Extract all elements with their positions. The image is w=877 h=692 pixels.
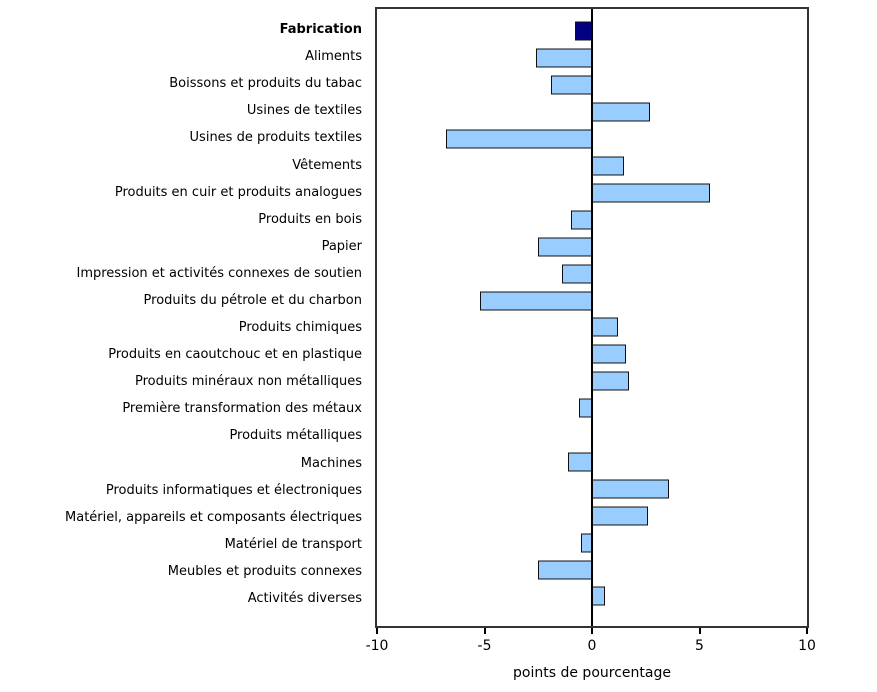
- bar-positive: [592, 102, 651, 122]
- bar-positive: [592, 506, 648, 526]
- category-label: Activités diverses: [247, 591, 362, 607]
- bar-positive: [592, 371, 629, 391]
- bar-positive: [592, 479, 670, 499]
- bar-negative: [551, 75, 592, 95]
- category-label: Aliments: [305, 49, 362, 65]
- category-label: Usines de textiles: [246, 103, 362, 119]
- bar-negative: [574, 21, 592, 41]
- x-axis-tick: [376, 628, 378, 634]
- category-label: Meubles et produits connexes: [167, 563, 362, 579]
- category-label: Matériel de transport: [224, 536, 362, 552]
- bar-negative: [561, 264, 592, 284]
- x-axis-tick-label: -10: [365, 638, 389, 654]
- category-label: Produits minéraux non métalliques: [134, 374, 362, 390]
- bar-negative: [536, 48, 592, 68]
- category-label: Produits métalliques: [229, 428, 362, 444]
- category-label: Produits chimiques: [238, 320, 362, 336]
- x-axis-tick: [698, 628, 701, 634]
- category-label: Usines de produits textiles: [189, 130, 362, 146]
- x-axis-tick: [483, 628, 486, 634]
- category-label: Boissons et produits du tabac: [169, 76, 362, 92]
- x-axis-tick-label: 5: [695, 638, 704, 654]
- category-labels-column: Fabrication Aliments Boissons et produits …: [0, 7, 362, 628]
- x-axis-tick: [806, 628, 808, 634]
- category-label: Vêtements: [292, 157, 362, 173]
- category-label: Produits du pétrole et du charbon: [143, 292, 362, 308]
- category-label: Impression et activités connexes de sout…: [76, 265, 363, 281]
- category-label: Première transformation des métaux: [122, 401, 362, 417]
- bar-negative: [568, 452, 592, 472]
- bar-positive: [592, 183, 711, 203]
- bar-positive: [592, 344, 627, 364]
- x-axis-tick-labels: -10 -5 0 5 10: [366, 638, 816, 656]
- x-axis-tick-label: 10: [798, 638, 816, 654]
- bar-negative: [570, 210, 592, 230]
- x-axis-title: points de pourcentage: [513, 665, 671, 681]
- x-axis-tick-label: 0: [587, 638, 597, 654]
- x-axis-ticks: [376, 628, 808, 635]
- bar-positive: [592, 317, 618, 337]
- category-label: Machines: [300, 455, 362, 471]
- category-label: Matériel, appareils et composants électr…: [65, 509, 362, 525]
- plot-area: [375, 7, 809, 628]
- category-label: Produits en bois: [258, 211, 362, 227]
- bar-negative: [538, 237, 592, 257]
- category-label: Fabrication: [279, 22, 362, 38]
- bar-positive: [592, 156, 625, 176]
- bar-negative: [445, 129, 592, 149]
- x-axis-tick: [591, 628, 593, 634]
- bar-rows-container: [377, 18, 807, 610]
- category-label: Produits en caoutchouc et en plastique: [108, 347, 362, 363]
- category-label: Produits informatiques et électroniques: [105, 482, 362, 498]
- zero-axis-line: [591, 9, 593, 626]
- x-axis-tick-label: -5: [477, 638, 492, 654]
- bar-negative: [480, 291, 592, 311]
- category-label: Papier: [321, 238, 362, 254]
- bar-negative: [538, 560, 592, 580]
- category-label: Produits en cuir et produits analogues: [114, 184, 362, 200]
- bar-positive: [592, 586, 605, 606]
